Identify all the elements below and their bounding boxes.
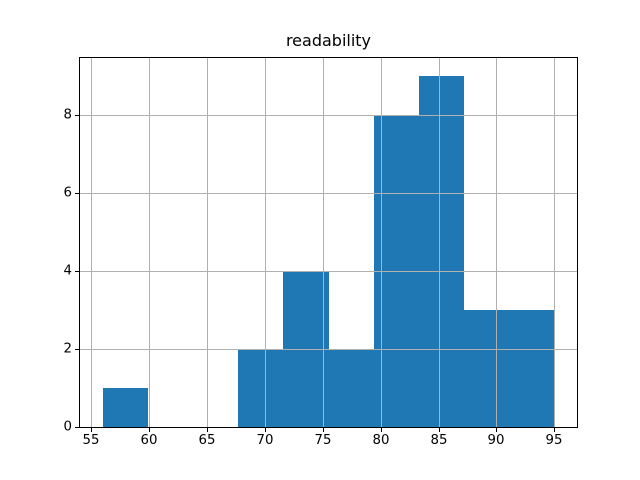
x-tick-label: 75	[314, 433, 332, 448]
grid-layer	[80, 58, 577, 427]
x-tick-label: 95	[545, 433, 563, 448]
x-tick-mark	[323, 428, 324, 432]
histogram-bar	[103, 388, 148, 427]
x-tick-label: 70	[256, 433, 274, 448]
gridline-vertical	[381, 58, 382, 427]
histogram-bar	[419, 76, 464, 427]
x-tick-mark	[439, 428, 440, 432]
histogram-bar	[329, 349, 374, 427]
y-tick-label: 0	[63, 419, 72, 435]
gridline-vertical	[149, 58, 150, 427]
plot-area	[79, 57, 578, 428]
x-tick-mark	[149, 428, 150, 432]
chart-title: readability	[285, 31, 372, 50]
y-tick-mark	[75, 349, 79, 350]
y-tick-mark	[75, 271, 79, 272]
y-tick-mark	[75, 193, 79, 194]
histogram-bar	[464, 310, 509, 427]
x-tick-mark	[265, 428, 266, 432]
x-tick-label: 80	[372, 433, 390, 448]
y-tick-label: 6	[63, 185, 72, 201]
x-tick-label: 85	[430, 433, 448, 448]
gridline-horizontal	[80, 271, 577, 272]
gridline-horizontal	[80, 115, 577, 116]
x-tick-mark	[91, 428, 92, 432]
y-tick-mark	[75, 115, 79, 116]
histogram-bar	[238, 349, 283, 427]
gridline-vertical	[496, 58, 497, 427]
x-tick-label: 90	[487, 433, 505, 448]
gridline-horizontal	[80, 193, 577, 194]
y-tick-label: 4	[63, 263, 72, 279]
x-tick-mark	[496, 428, 497, 432]
y-tick-label: 8	[63, 107, 72, 123]
x-tick-mark	[207, 428, 208, 432]
x-tick-label: 60	[140, 433, 158, 448]
y-tick-mark	[75, 427, 79, 428]
y-tick-label: 2	[63, 341, 72, 357]
x-tick-mark	[554, 428, 555, 432]
x-tick-label: 65	[198, 433, 216, 448]
x-tick-label: 55	[82, 433, 100, 448]
x-tick-mark	[381, 428, 382, 432]
gridline-vertical	[207, 58, 208, 427]
gridline-vertical	[265, 58, 266, 427]
gridline-vertical	[439, 58, 440, 427]
histogram-bar	[509, 310, 554, 427]
gridline-horizontal	[80, 349, 577, 350]
gridline-vertical	[554, 58, 555, 427]
gridline-vertical	[91, 58, 92, 427]
gridline-vertical	[323, 58, 324, 427]
